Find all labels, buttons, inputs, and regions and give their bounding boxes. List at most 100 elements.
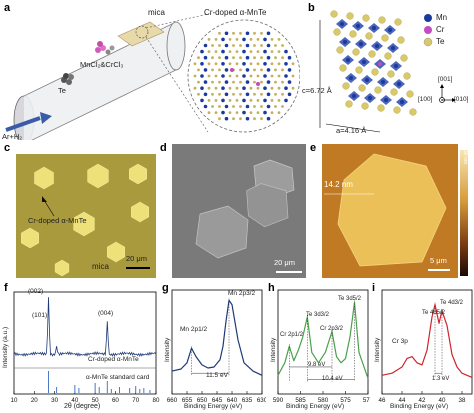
mn-legend-dot — [424, 14, 432, 22]
mica-label: mica — [92, 262, 109, 271]
legend-te: Te — [436, 37, 445, 46]
panel-label: g — [162, 282, 169, 294]
te-atom — [346, 12, 354, 20]
lattice-atom — [235, 38, 239, 41]
te-atom — [390, 88, 398, 96]
te-atom — [394, 18, 402, 26]
lattice-atom — [284, 98, 288, 103]
te-atom — [378, 16, 386, 24]
c-parameter: c=6.72 Å — [302, 86, 332, 95]
lattice-atom — [221, 62, 225, 66]
lattice-atom — [277, 86, 281, 90]
panel-h: h 590 585 580 575 570 Cr 2p1/2 Te 3d3/2 Cr 2… — [266, 282, 370, 413]
lattice-atom — [291, 62, 295, 66]
lattice-atom — [277, 74, 281, 78]
panel-c: c Cr-doped α-MnTe mica 20 μm — [0, 140, 158, 280]
lattice-atom — [214, 99, 218, 102]
lattice-atom — [266, 116, 271, 121]
peak-te-4d52: Te 4d5/2 — [422, 310, 446, 316]
xrd-chart: 10 20 30 40 50 60 70 80 — [11, 291, 160, 404]
mn-atom — [381, 80, 385, 84]
lattice-atom — [211, 92, 214, 96]
lattice-atom — [287, 92, 292, 97]
precursor-source — [95, 41, 115, 55]
lattice-atom — [239, 117, 242, 121]
lattice-atom — [256, 111, 260, 114]
x-tick-label: 575 — [340, 397, 351, 404]
panel-label: i — [372, 282, 376, 294]
lattice-atom — [274, 80, 277, 84]
crystal-flake — [54, 259, 70, 277]
legend-standard: α-MnTe standard card — [86, 374, 150, 381]
lattice-atom — [242, 49, 246, 54]
cvd-schematic — [5, 13, 300, 140]
crystal-flake — [107, 241, 125, 263]
lattice-atom — [224, 80, 229, 84]
lattice-atom — [245, 116, 250, 121]
peak-002: (002) — [28, 288, 44, 295]
lattice-atom — [270, 62, 274, 66]
x-axis-label: Binding Energy (eV) — [184, 403, 243, 410]
mn-atom — [375, 44, 379, 48]
lattice-atom — [260, 117, 263, 121]
panel-label: a — [4, 2, 11, 14]
te-atom — [368, 50, 376, 58]
precursor-label: MnCl₂&CrCl₃ — [80, 60, 124, 69]
crystal-flake — [87, 163, 109, 189]
te-atom — [345, 100, 353, 108]
lattice-atom — [242, 86, 246, 90]
te-atom — [400, 54, 408, 62]
crystal-structure — [319, 10, 456, 133]
x-tick-label: 570 — [363, 397, 370, 404]
lattice-atom — [256, 62, 260, 66]
xps-cr-te-chart: 590 585 580 575 570 — [273, 289, 370, 404]
lattice-atom — [228, 62, 232, 66]
lattice-atom — [253, 68, 256, 72]
x-tick-label: 650 — [197, 397, 208, 404]
x-tick-label: 42 — [419, 397, 426, 404]
lattice-atom — [253, 92, 256, 96]
te-atom — [406, 90, 414, 98]
lattice-atom — [260, 44, 263, 47]
lattice-atom — [245, 31, 250, 36]
x-tick-label: 44 — [399, 397, 406, 404]
lattice-atom — [221, 49, 225, 54]
lattice-atom — [253, 31, 256, 35]
lattice-atom — [207, 38, 211, 41]
lattice-atom — [197, 56, 200, 60]
split-2: 10.4 eV — [322, 376, 343, 382]
colorbar — [460, 150, 468, 276]
lattice-atom — [239, 92, 242, 96]
x-tick-label: 80 — [153, 397, 160, 404]
sem-flake — [246, 183, 289, 228]
lattice-atom — [235, 111, 239, 114]
peak-mn-2p12: Mn 2p1/2 — [180, 326, 208, 333]
mn-atom — [400, 100, 404, 104]
lattice-atom — [221, 37, 225, 42]
lattice-atom — [239, 68, 242, 72]
panel-label: e — [310, 142, 317, 154]
crystal-flake — [131, 201, 149, 223]
lattice-atom — [214, 38, 218, 41]
lattice-atom — [270, 111, 274, 114]
mn-atom — [397, 82, 401, 86]
lattice-atom — [263, 74, 267, 78]
cr-legend-dot — [424, 26, 432, 34]
lattice-atom — [277, 50, 281, 53]
lattice-atom — [260, 105, 263, 108]
peak-cr-3p: Cr 3p — [392, 338, 408, 345]
lattice-atom — [200, 86, 204, 90]
panel-label: b — [308, 2, 315, 14]
tube-end-far — [166, 21, 186, 71]
mn-atom — [384, 98, 388, 102]
te-legend-dot — [423, 37, 433, 47]
lattice-atom — [274, 56, 277, 60]
scale-bar-label: 20 μm — [126, 254, 147, 263]
xps-mn-chart: 660 655 650 645 640 635 630 — [167, 289, 266, 404]
lattice-atom — [284, 74, 288, 78]
lattice-atom — [200, 49, 204, 54]
lattice-atom — [224, 68, 229, 72]
mn-atom — [349, 76, 353, 80]
lattice-atom — [203, 104, 208, 109]
te-atom — [349, 30, 357, 38]
